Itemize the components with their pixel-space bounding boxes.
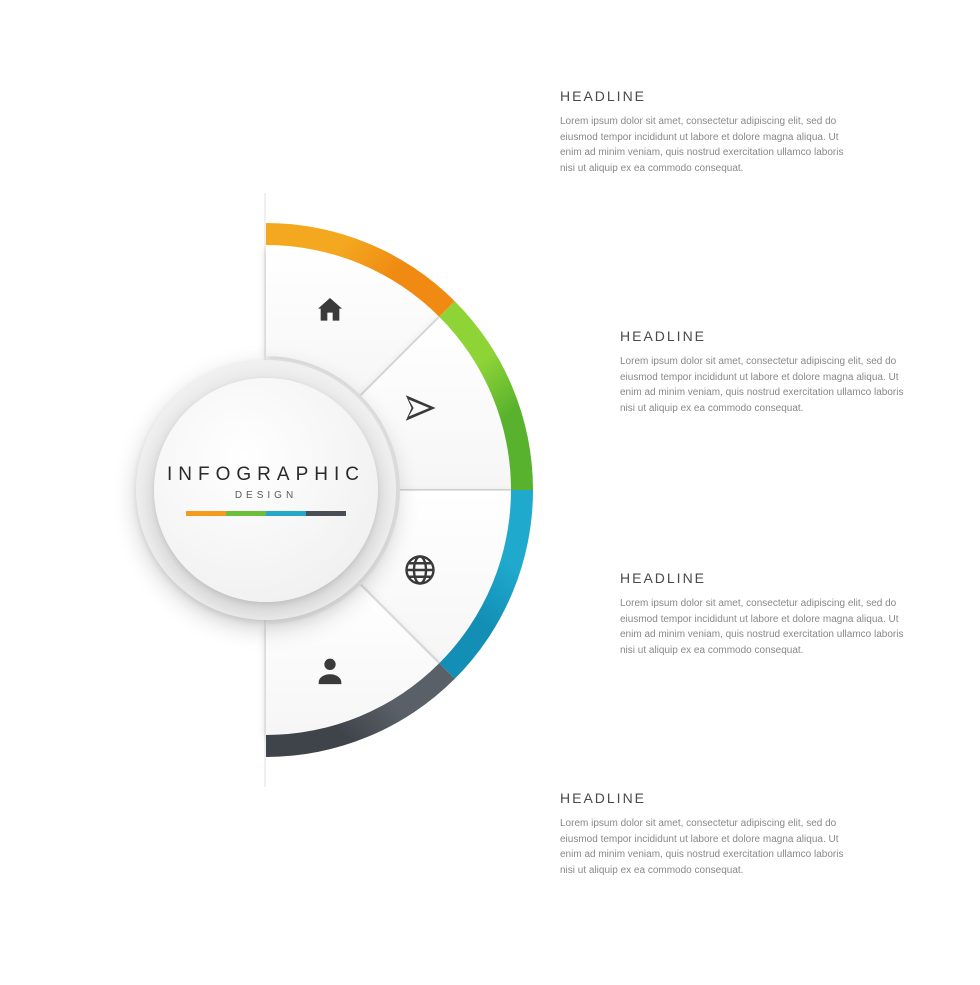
segment-body: Lorem ipsum dolor sit amet, consectetur … xyxy=(560,816,860,878)
segment-text-2: HEADLINE Lorem ipsum dolor sit amet, con… xyxy=(620,328,920,416)
paper-plane-icon xyxy=(403,391,437,425)
user-icon xyxy=(313,653,347,687)
segment-headline: HEADLINE xyxy=(620,570,920,586)
home-icon xyxy=(314,294,346,326)
segment-body: Lorem ipsum dolor sit amet, consectetur … xyxy=(560,114,860,176)
segment-body: Lorem ipsum dolor sit amet, consectetur … xyxy=(620,354,920,416)
segment-text-1: HEADLINE Lorem ipsum dolor sit amet, con… xyxy=(560,88,860,176)
segment-text-3: HEADLINE Lorem ipsum dolor sit amet, con… xyxy=(620,570,920,658)
segment-body: Lorem ipsum dolor sit amet, consectetur … xyxy=(620,596,920,658)
center-subtitle: DESIGN xyxy=(235,490,297,501)
segment-text-4: HEADLINE Lorem ipsum dolor sit amet, con… xyxy=(560,790,860,878)
globe-icon xyxy=(402,552,438,588)
center-title: INFOGRAPHIC xyxy=(167,464,365,486)
segment-headline: HEADLINE xyxy=(620,328,920,344)
center-underline xyxy=(186,511,346,516)
segment-headline: HEADLINE xyxy=(560,790,860,806)
infographic-diagram: INFOGRAPHIC DESIGN HEADLINE Lorem ipsum … xyxy=(0,0,980,980)
center-circle-inner: INFOGRAPHIC DESIGN xyxy=(154,378,378,602)
segment-headline: HEADLINE xyxy=(560,88,860,104)
